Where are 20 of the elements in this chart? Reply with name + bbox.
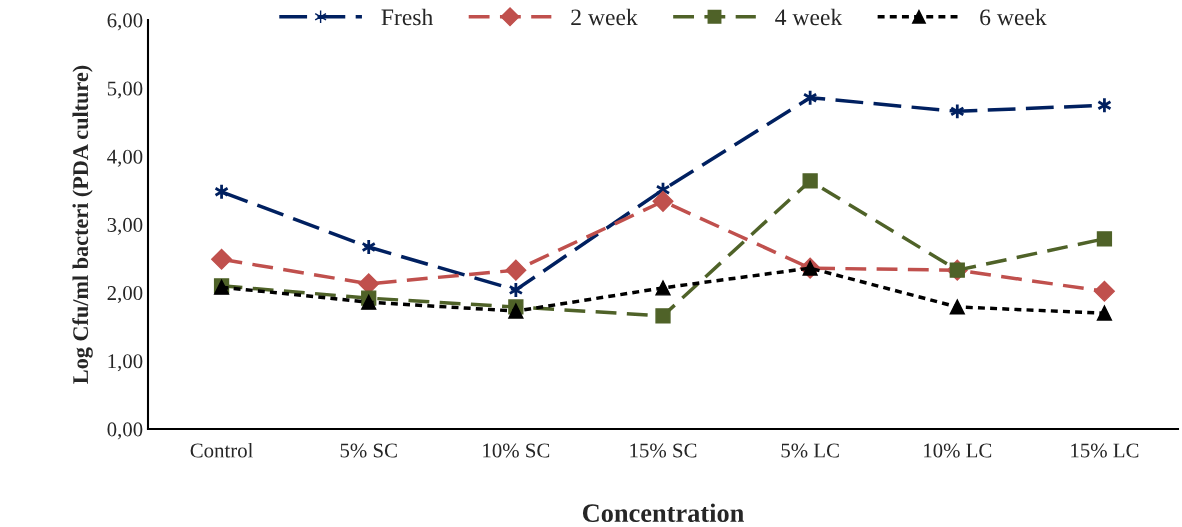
y-tick-label: 6,00 xyxy=(107,13,143,31)
legend-label: 6 week xyxy=(980,8,1047,26)
x-tick-label: 5% SC xyxy=(340,443,397,458)
y-tick-label: 5,00 xyxy=(107,81,143,99)
x-tick-label: 10% SC xyxy=(483,443,550,458)
x-tick-label: 10% LC xyxy=(924,443,992,458)
legend-label: Fresh xyxy=(381,8,433,26)
y-axis-title: Log Cfu/ml bacteri (PDA culture) xyxy=(72,65,93,384)
x-tick-label: 15% LC xyxy=(1071,443,1139,458)
x-tick-label: 15% SC xyxy=(630,443,697,458)
legend-label: 4 week xyxy=(775,8,843,26)
x-axis-title: Concentration xyxy=(582,503,744,523)
x-tick-label: 5% LC xyxy=(781,443,839,458)
legend-label: 2 week xyxy=(571,8,638,26)
y-tick-label: 4,00 xyxy=(107,149,143,167)
y-tick-label: 0,00 xyxy=(107,422,143,440)
y-tick-label: 1,00 xyxy=(108,354,143,372)
y-tick-label: 2,00 xyxy=(107,286,143,304)
y-tick-label: 3,00 xyxy=(107,217,143,235)
x-tick-label: Control xyxy=(190,442,253,458)
